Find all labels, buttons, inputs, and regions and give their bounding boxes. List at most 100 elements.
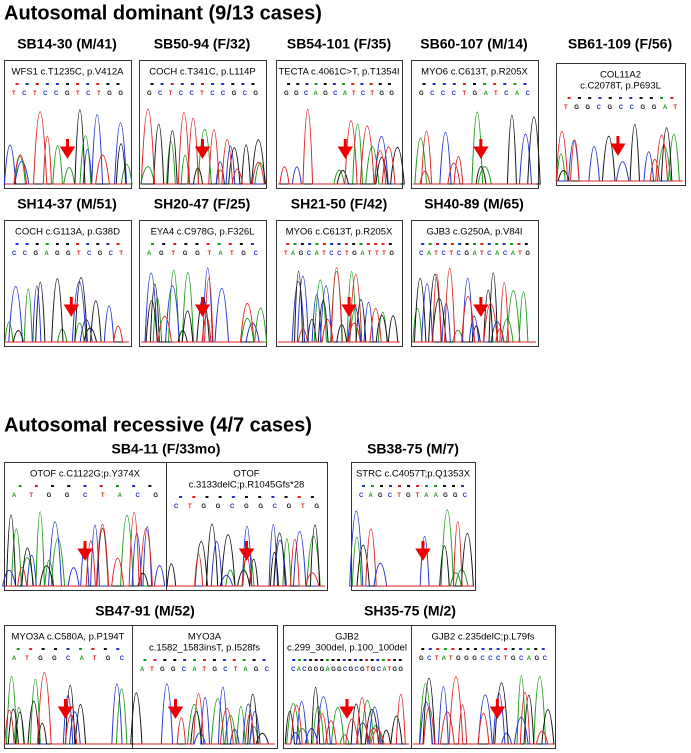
base-tick	[96, 243, 100, 245]
trace	[556, 133, 683, 182]
base-tick	[86, 83, 90, 85]
panel-title: SB60-107 (M/14)	[420, 36, 527, 52]
mutation-label: MYO3A	[188, 632, 222, 643]
base-tick	[434, 485, 437, 487]
trace	[6, 683, 130, 745]
base-tick	[443, 243, 447, 245]
base-tick	[510, 243, 513, 245]
mutation-label: c.3133delC;p.R1045Gfs*28	[189, 480, 305, 491]
base-tick	[192, 496, 196, 498]
arrow	[339, 699, 355, 719]
panel-title: SB47-91 (M/52)	[95, 603, 195, 619]
base-tick	[421, 243, 425, 245]
base-tick	[462, 83, 466, 85]
panel-title: SB4-11 (F/33mo)	[112, 441, 221, 457]
base-tick	[381, 659, 385, 661]
base-tick	[353, 659, 357, 661]
base-tick	[250, 243, 254, 245]
base-tick	[366, 243, 370, 245]
base-tick	[218, 496, 222, 498]
base-tick	[251, 83, 255, 85]
base-tick	[436, 648, 440, 650]
base-tick	[66, 243, 69, 245]
base-tick	[99, 485, 103, 487]
base-tick	[526, 648, 530, 650]
base-tick	[619, 97, 622, 99]
base-tick	[193, 659, 197, 661]
base-tick	[297, 496, 301, 498]
trace	[412, 290, 536, 343]
panel-title: SH40-89 (M/65)	[424, 196, 524, 212]
base-tick	[18, 485, 22, 487]
base-tick	[15, 243, 19, 245]
base-tick	[315, 243, 319, 245]
base-tick	[271, 496, 275, 498]
base-tick	[332, 83, 336, 85]
base-tick	[322, 243, 326, 245]
base-tick	[598, 97, 602, 99]
trace	[140, 108, 265, 185]
base-tick	[639, 97, 643, 99]
base-tick	[342, 659, 346, 661]
panel-title: SH20-47 (F/25)	[154, 196, 250, 212]
mutation-label: MYO6 c.C613T, p.R205X	[421, 67, 528, 78]
trace	[349, 510, 473, 587]
base-tick	[473, 648, 477, 650]
trace	[353, 533, 474, 587]
base-tick	[286, 243, 290, 245]
base-tick	[300, 243, 304, 245]
base-tick	[461, 485, 464, 487]
trace	[5, 514, 164, 587]
arrow	[337, 139, 354, 159]
base-tick	[351, 83, 355, 85]
base-tick	[132, 485, 136, 487]
arrow	[473, 139, 489, 159]
base-tick	[205, 496, 209, 498]
arrow	[59, 139, 76, 159]
mutation-label: OTOF c.C1122G;p.Y374X	[30, 469, 141, 480]
base-tick	[239, 243, 243, 245]
mutation-label: GJB3 c.G250A, p.V84I	[426, 227, 522, 238]
chromatogram-box	[351, 462, 476, 591]
base-tick	[35, 83, 39, 85]
base-tick	[35, 243, 39, 245]
panel-title: SH35-75 (M/2)	[364, 603, 456, 619]
base-tick	[380, 485, 383, 487]
base-tick	[524, 243, 528, 245]
base-tick	[245, 496, 248, 498]
base-tick	[203, 659, 206, 661]
base-tick	[83, 485, 87, 487]
base-tick	[481, 648, 485, 650]
base-tick	[473, 83, 476, 85]
trace	[413, 130, 536, 185]
base-tick	[513, 83, 517, 85]
base-tick	[15, 83, 19, 85]
base-tick	[359, 659, 363, 661]
base-tick	[116, 648, 120, 650]
base-tick	[331, 659, 335, 661]
base-tick	[297, 659, 301, 661]
trace	[413, 677, 555, 745]
base-tick	[370, 659, 374, 661]
base-tick	[160, 83, 164, 85]
base-tick	[45, 83, 49, 85]
base-tick	[588, 97, 592, 99]
base-tick	[115, 485, 119, 487]
arrow	[167, 699, 184, 719]
base-tick	[495, 243, 499, 245]
base-tick	[443, 648, 447, 650]
mutation-label: GJB2	[335, 632, 359, 643]
trace	[555, 130, 683, 182]
trace	[6, 111, 129, 185]
base-tick	[325, 659, 329, 661]
trace	[4, 288, 129, 343]
base-tick	[483, 83, 487, 85]
base-tick	[629, 97, 633, 99]
base-tick	[407, 485, 410, 487]
base-tick	[212, 659, 216, 661]
base-tick	[293, 243, 297, 245]
